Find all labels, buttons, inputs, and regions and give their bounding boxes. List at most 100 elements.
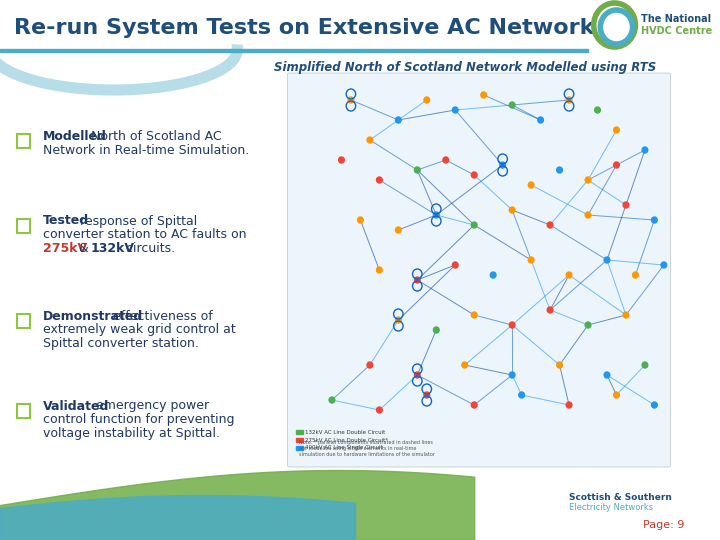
Text: Network in Real-time Simulation.: Network in Real-time Simulation. [42, 144, 249, 157]
Bar [17, 314, 30, 328]
Circle shape [500, 162, 505, 168]
Bar [531, 475, 678, 520]
Circle shape [433, 212, 439, 218]
Circle shape [472, 172, 477, 178]
Circle shape [557, 167, 562, 173]
Bar [296, 430, 304, 434]
Text: 275kV AC Line Double Circuit*: 275kV AC Line Double Circuit* [305, 437, 388, 442]
Circle shape [604, 372, 610, 378]
Circle shape [652, 402, 657, 408]
Text: control function for preventing: control function for preventing [42, 414, 234, 427]
Circle shape [595, 107, 600, 113]
Bar [296, 446, 304, 450]
Circle shape [415, 372, 420, 378]
Text: North of Scotland AC: North of Scotland AC [86, 130, 221, 143]
Text: Page: 9: Page: 9 [643, 520, 685, 530]
Bar [17, 219, 30, 233]
Circle shape [472, 402, 477, 408]
Bar [17, 134, 30, 148]
Circle shape [547, 307, 553, 313]
Circle shape [557, 362, 562, 368]
Circle shape [652, 217, 657, 223]
Text: 132kV AC Line Double Circuit: 132kV AC Line Double Circuit [305, 429, 386, 435]
Text: The National: The National [641, 14, 711, 24]
Text: Scottish & Southern: Scottish & Southern [569, 494, 672, 503]
Text: extremely weak grid control at: extremely weak grid control at [42, 323, 235, 336]
Circle shape [424, 392, 430, 398]
Circle shape [623, 312, 629, 318]
Circle shape [509, 207, 515, 213]
Text: Electricity Networks: Electricity Networks [569, 503, 653, 512]
Bar [0, 49, 588, 52]
Circle shape [623, 202, 629, 208]
Circle shape [566, 97, 572, 103]
Circle shape [367, 362, 373, 368]
Circle shape [433, 327, 439, 333]
Circle shape [604, 257, 610, 263]
Circle shape [509, 372, 515, 378]
Circle shape [395, 227, 401, 233]
Circle shape [358, 217, 363, 223]
Circle shape [509, 322, 515, 328]
Circle shape [633, 272, 638, 278]
Circle shape [395, 317, 401, 323]
Circle shape [452, 107, 458, 113]
Text: response of Spittal: response of Spittal [76, 214, 197, 227]
Circle shape [566, 402, 572, 408]
Circle shape [462, 362, 467, 368]
Circle shape [395, 117, 401, 123]
Circle shape [585, 212, 591, 218]
Text: Note: * parallel components illustrated in dashed lines
are modelled using singl: Note: * parallel components illustrated … [299, 441, 435, 457]
Text: Re-run System Tests on Extensive AC Network: Re-run System Tests on Extensive AC Netw… [14, 18, 595, 38]
FancyBboxPatch shape [287, 73, 670, 467]
Circle shape [490, 272, 496, 278]
Circle shape [613, 162, 619, 168]
Circle shape [528, 257, 534, 263]
Text: Modelled: Modelled [42, 130, 107, 143]
Circle shape [452, 262, 458, 268]
Circle shape [415, 277, 420, 283]
Circle shape [443, 157, 449, 163]
Circle shape [329, 397, 335, 403]
Circle shape [367, 137, 373, 143]
Text: &: & [75, 242, 93, 255]
Circle shape [642, 147, 648, 153]
Circle shape [585, 177, 591, 183]
Text: circuits.: circuits. [122, 242, 176, 255]
Circle shape [566, 272, 572, 278]
Text: effectiveness of: effectiveness of [109, 309, 212, 322]
Circle shape [377, 177, 382, 183]
Circle shape [528, 182, 534, 188]
Text: Spittal converter station.: Spittal converter station. [42, 338, 199, 350]
Circle shape [424, 97, 430, 103]
Circle shape [661, 262, 667, 268]
Circle shape [538, 117, 544, 123]
Text: Tested: Tested [42, 214, 89, 227]
Bar [17, 404, 30, 418]
Circle shape [519, 392, 524, 398]
Text: emergency power: emergency power [92, 400, 210, 413]
Circle shape [642, 362, 648, 368]
Circle shape [472, 312, 477, 318]
Circle shape [585, 322, 591, 328]
Text: 275kV: 275kV [42, 242, 87, 255]
Bar [0, 0, 683, 50]
Text: Simplified North of Scotland Network Modelled using RTS: Simplified North of Scotland Network Mod… [274, 60, 656, 73]
Text: converter station to AC faults on: converter station to AC faults on [42, 228, 246, 241]
Circle shape [415, 167, 420, 173]
Circle shape [377, 407, 382, 413]
Bar [296, 438, 304, 442]
Circle shape [338, 157, 344, 163]
Circle shape [472, 222, 477, 228]
Text: Demonstrated: Demonstrated [42, 309, 143, 322]
Text: Validated: Validated [42, 400, 109, 413]
Circle shape [509, 102, 515, 108]
Circle shape [348, 97, 354, 103]
Circle shape [377, 267, 382, 273]
Text: HVDC Centre: HVDC Centre [641, 26, 712, 36]
Circle shape [613, 392, 619, 398]
Text: 400kV AC Line Single Circuit: 400kV AC Line Single Circuit [305, 446, 383, 450]
Bar [0, 50, 683, 485]
Circle shape [547, 222, 553, 228]
Circle shape [481, 92, 487, 98]
